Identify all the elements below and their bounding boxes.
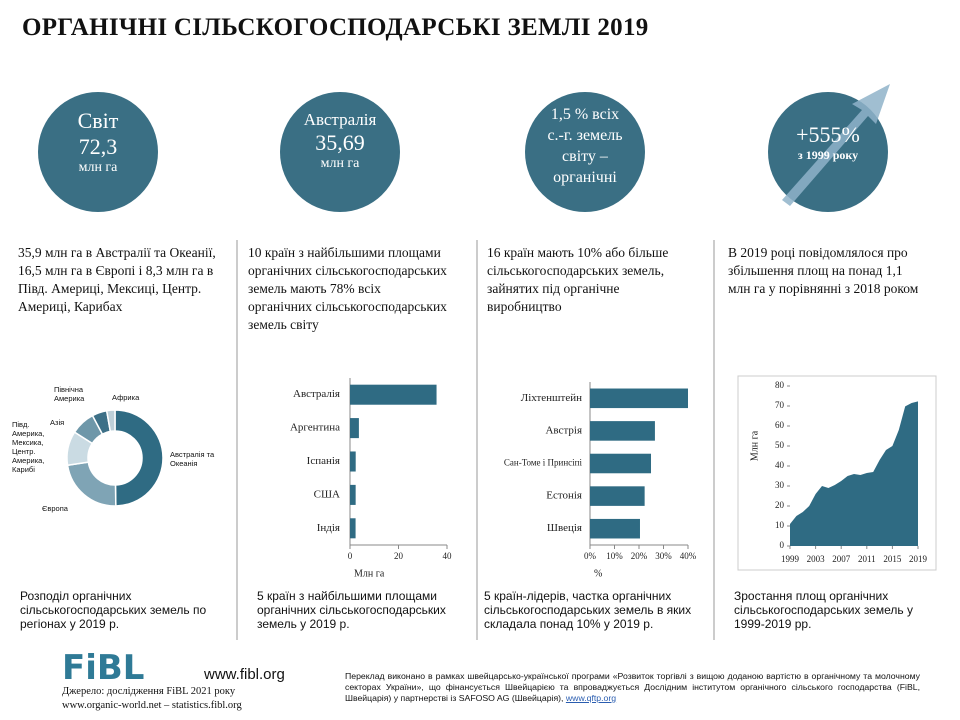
y-tick-label: 0: [780, 540, 785, 550]
stat-circle: [38, 92, 158, 212]
growth-arrow: [782, 84, 890, 206]
stat-line: 1,5 % всіх: [550, 106, 620, 123]
y-tick-label: 10: [775, 520, 785, 530]
description: 10 країн з найбільшими площами органічни…: [248, 245, 447, 332]
stat-line: світу –: [562, 148, 608, 165]
description: 35,9 млн га в Австралії та Океанії, 16,5…: [18, 245, 216, 314]
stat: 1,5 % всіх с.-г. земель світу – органічн…: [525, 104, 645, 188]
category-label: Ліхтенштейн: [521, 392, 582, 404]
title: ОРГАНІЧНІ СІЛЬСКОГОСПОДАРСЬКІ ЗЕМЛІ 2019: [22, 14, 649, 41]
donut-label: Північна Америка: [54, 385, 85, 403]
caption: 5 країн з найбільшими площами органічних…: [257, 589, 446, 631]
x-tick-label: 0: [348, 551, 353, 561]
note-link[interactable]: www.qftp.org: [565, 693, 617, 703]
y-tick-label: 20: [775, 500, 785, 510]
stat-line: з 1999 року: [797, 148, 859, 162]
bar: [590, 486, 645, 506]
y-tick-label: 40: [775, 460, 785, 470]
y-tick-label: 50: [775, 440, 785, 450]
stat-line: млн га: [78, 160, 118, 175]
stat: +555% з 1999 року: [768, 122, 888, 163]
x-tick-label: 0%: [584, 551, 597, 561]
x-tick-label: 40%: [680, 551, 697, 561]
site: www.fibl.org: [204, 666, 285, 683]
stat-line: млн га: [320, 156, 360, 171]
area: [790, 401, 918, 546]
stat-line: 35,69: [315, 130, 365, 155]
stat: Світ 72,3 млн га: [38, 108, 158, 176]
category-label: Індія: [317, 522, 340, 534]
bar: [590, 453, 652, 474]
stat-line: Австралія: [303, 110, 377, 129]
donut-label: Австралія та Океанія: [170, 450, 215, 468]
bar: [350, 518, 356, 539]
stat-line: органічні: [553, 169, 617, 186]
donut-label: Африка: [112, 393, 140, 402]
x-tick-label: 2015: [883, 554, 902, 564]
bar: [590, 518, 640, 539]
x-tick-label: 30%: [655, 551, 672, 561]
note: Переклад виконано в рамках швейцарсько-у…: [345, 671, 920, 704]
bar: [350, 484, 356, 505]
x-tick-label: 40: [443, 551, 453, 561]
stat-line: +555%: [796, 122, 860, 147]
stat-line: 72,3: [78, 134, 118, 159]
category-label: Іспанія: [307, 455, 340, 467]
x-tick-label: 10%: [606, 551, 623, 561]
x-tick-label: 20%: [631, 551, 648, 561]
x-tick-label: 1999: [781, 554, 800, 564]
logo: FiBL: [62, 648, 145, 688]
y-axis-label: Млн га: [749, 430, 760, 461]
caption: 5 країн-лідерів, частка органічних сільс…: [484, 589, 692, 631]
stat-circle: [280, 92, 400, 212]
y-tick-label: 30: [775, 480, 785, 490]
x-axis-label: %: [594, 568, 602, 579]
donut-segment: [66, 461, 117, 507]
donut-label: Півд. Америка, Мексика, Центр. Америка, …: [12, 420, 45, 474]
donut-segment: [114, 409, 164, 507]
y-tick-label: 70: [775, 400, 785, 410]
bar: [590, 388, 688, 409]
x-tick-label: 2011: [858, 554, 876, 564]
x-tick-label: 20: [394, 551, 404, 561]
stat: Австралія 35,69 млн га: [280, 110, 400, 172]
x-tick-label: 2019: [909, 554, 928, 564]
bar: [350, 418, 359, 439]
y-tick-label: 60: [775, 420, 785, 430]
x-tick-label: 2007: [832, 554, 851, 564]
source: Джерело: дослідження FiBL 2021 року: [62, 686, 236, 697]
stat-line: с.-г. земель: [547, 127, 623, 144]
category-label: Сан-Томе і Принсіпі: [504, 458, 583, 468]
stat-line: Світ: [77, 108, 119, 133]
caption: Зростання площ органічних сільськогоспод…: [734, 589, 913, 631]
category-label: США: [314, 488, 340, 500]
x-tick-label: 2003: [807, 554, 826, 564]
category-label: Швеція: [547, 522, 582, 534]
donut-label: Європа: [42, 504, 68, 513]
caption: Розподіл органічних сільськогосподарськи…: [20, 589, 207, 631]
donut-segment: [105, 409, 116, 433]
x-axis-label: Млн га: [354, 568, 385, 579]
donut-label: Азія: [50, 418, 65, 427]
description: В 2019 році повідомлялося про збільшення…: [728, 245, 919, 296]
source-links: www.organic-world.net – statistics.fibl.…: [62, 700, 242, 711]
bar: [590, 421, 655, 441]
description: 16 країн мають 10% або більше сільського…: [487, 245, 669, 314]
category-label: Аргентина: [290, 422, 340, 434]
category-label: Естонія: [546, 490, 582, 502]
y-tick-label: 80: [775, 380, 785, 390]
bar: [350, 384, 437, 405]
bar: [350, 451, 356, 472]
stat-circle: [525, 92, 645, 212]
note-text: Переклад виконано в рамках швейцарсько-у…: [345, 671, 920, 703]
chart-frame: [737, 375, 937, 571]
category-label: Австрія: [545, 424, 582, 436]
category-label: Австралія: [293, 388, 340, 400]
